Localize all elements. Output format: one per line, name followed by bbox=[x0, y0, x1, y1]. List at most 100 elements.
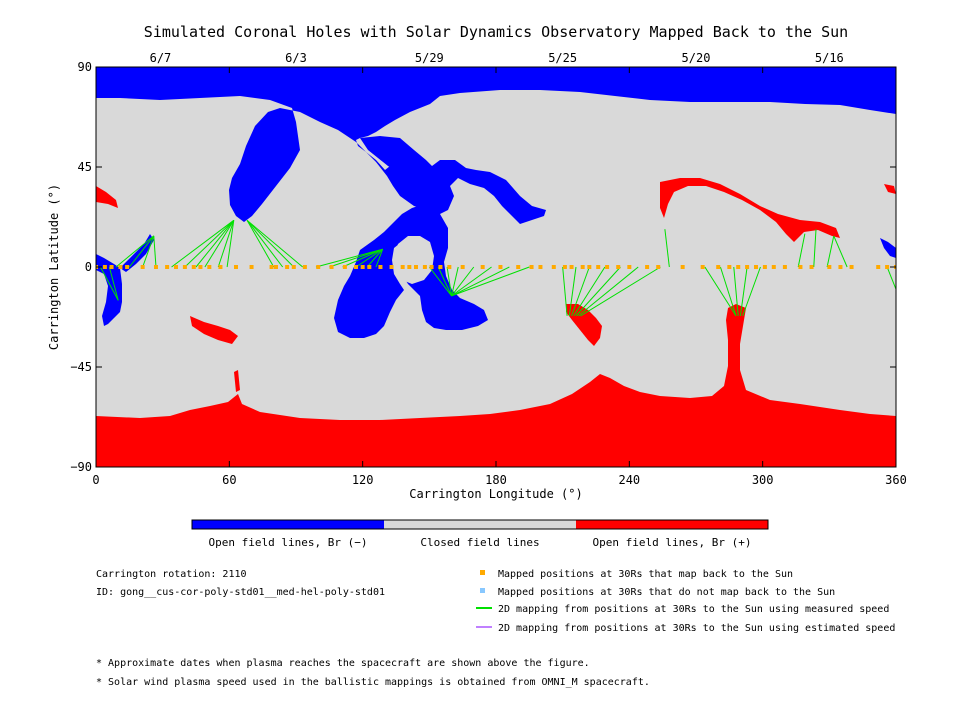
x-tick-labels: 0 60 120 180 240 300 360 bbox=[92, 473, 906, 487]
mapping-line bbox=[437, 266, 453, 297]
mapped-point bbox=[354, 265, 358, 269]
x-tick-label: 240 bbox=[618, 473, 640, 487]
colorbar-frame bbox=[191, 519, 769, 530]
mapped-point bbox=[516, 265, 521, 269]
mapping-line bbox=[246, 220, 284, 268]
mapping-line bbox=[833, 235, 848, 268]
mapped-point bbox=[538, 265, 543, 269]
mapped-point bbox=[551, 265, 556, 269]
mapped-point bbox=[605, 265, 610, 269]
mapped-point bbox=[838, 265, 843, 269]
red-spike-lon63 bbox=[234, 370, 240, 392]
y-tick-label: 0 bbox=[85, 260, 92, 274]
west-red-patch bbox=[96, 186, 118, 208]
mapping-line bbox=[153, 235, 157, 268]
mapped-point bbox=[616, 265, 621, 269]
mapping-line bbox=[446, 266, 453, 296]
legend-mapped-label: Mapped positions at 30Rs that map back t… bbox=[498, 569, 793, 580]
x-tick-label: 360 bbox=[885, 473, 907, 487]
mapped-point bbox=[876, 265, 881, 269]
mapped-point bbox=[596, 265, 601, 269]
colorbar-label-closed: Closed field lines bbox=[420, 536, 539, 549]
mapped-point bbox=[249, 265, 254, 269]
mapped-point bbox=[218, 265, 223, 269]
mapped-point bbox=[285, 265, 290, 269]
mapped-point bbox=[329, 265, 334, 269]
footnote-dates: * Approximate dates when plasma reaches … bbox=[96, 658, 590, 669]
mapped-point bbox=[389, 265, 394, 269]
mapping-line bbox=[100, 266, 119, 301]
mapping-line bbox=[719, 266, 737, 317]
mapped-point bbox=[809, 265, 814, 269]
mapping-line bbox=[573, 266, 606, 317]
y-tick-label: 90 bbox=[78, 60, 92, 74]
legend-measured-label: 2D mapping from positions at 30Rs to the… bbox=[498, 604, 889, 615]
mapped-point bbox=[480, 265, 485, 269]
mapping-line bbox=[562, 266, 568, 316]
legend-estimated-label: 2D mapping from positions at 30Rs to the… bbox=[498, 623, 895, 634]
mapping-line bbox=[171, 219, 235, 268]
mapped-point bbox=[745, 265, 750, 269]
mapped-point bbox=[400, 265, 405, 269]
mapping-line bbox=[375, 249, 384, 268]
mapping-line bbox=[826, 235, 835, 268]
y-tick-labels: 90 45 0 −45 −90 bbox=[70, 60, 92, 474]
mapped-point bbox=[627, 265, 632, 269]
mapped-point bbox=[269, 265, 274, 269]
mapping-line bbox=[451, 266, 530, 297]
mapped-point bbox=[360, 265, 365, 269]
x-tick-label: 300 bbox=[752, 473, 774, 487]
mapping-line bbox=[575, 266, 621, 317]
mapping-line bbox=[355, 248, 383, 268]
mapping-lines bbox=[100, 219, 896, 317]
west-low-lat-hole bbox=[96, 254, 122, 326]
mapped-point bbox=[680, 265, 685, 269]
mapped-point bbox=[827, 265, 832, 269]
mapping-line bbox=[128, 235, 155, 268]
mapping-line bbox=[226, 220, 235, 268]
mapping-line bbox=[571, 266, 590, 317]
positive-arch-northeast bbox=[660, 178, 840, 242]
mapped-point bbox=[102, 265, 107, 269]
mapped-point bbox=[762, 265, 767, 269]
mapping-line bbox=[217, 220, 235, 268]
east-edge-hole bbox=[880, 238, 896, 258]
mapping-line bbox=[329, 248, 383, 268]
mapped-point bbox=[782, 265, 787, 269]
mapped-point bbox=[529, 265, 534, 269]
legend-unmapped-marker bbox=[480, 588, 485, 593]
x-tick-label: 180 bbox=[485, 473, 507, 487]
legend-unmapped-label: Mapped positions at 30Rs that do not map… bbox=[498, 587, 835, 598]
mapping-line bbox=[204, 220, 235, 268]
mapping-line bbox=[108, 266, 119, 301]
mapped-point bbox=[645, 265, 650, 269]
central-hole-north bbox=[334, 136, 546, 338]
south-polar-hole bbox=[96, 304, 896, 467]
mapped-point bbox=[207, 265, 212, 269]
mapping-line bbox=[184, 219, 235, 268]
mapped-point bbox=[109, 265, 114, 269]
mapping-line bbox=[797, 233, 806, 268]
north-polar-hole bbox=[96, 67, 896, 222]
colorbar-closed bbox=[384, 520, 576, 529]
mapped-point bbox=[885, 265, 890, 269]
y-tick-label: 45 bbox=[78, 160, 92, 174]
mapped-point bbox=[125, 265, 130, 269]
mapped-point bbox=[736, 265, 741, 269]
mapping-line bbox=[739, 266, 748, 316]
mapping-line bbox=[195, 220, 235, 268]
mapping-line bbox=[246, 219, 295, 268]
mapped-point bbox=[302, 265, 307, 269]
mapped-point bbox=[587, 265, 592, 269]
mapped-point bbox=[182, 265, 187, 269]
mapped-point bbox=[154, 265, 158, 269]
mapping-line bbox=[664, 229, 670, 268]
x-tick-label: 0 bbox=[92, 473, 99, 487]
top-date-label: 6/3 bbox=[285, 51, 307, 65]
y-axis-label: Carrington Latitude (°) bbox=[47, 184, 61, 350]
mapped-point bbox=[316, 265, 321, 269]
mapped-point bbox=[378, 265, 383, 269]
mapped-point bbox=[798, 265, 803, 269]
mapping-line bbox=[115, 235, 155, 268]
southwest-red-patch bbox=[190, 316, 238, 344]
